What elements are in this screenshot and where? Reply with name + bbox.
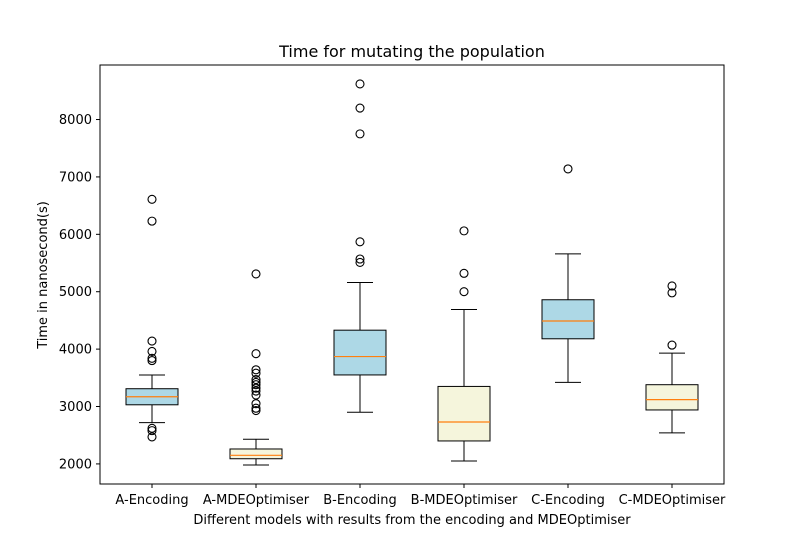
y-tick-label: 6000 <box>59 228 92 243</box>
box-b-mdeoptimiser <box>437 226 491 462</box>
outlier-point <box>147 336 157 346</box>
x-tick-label: A-MDEOptimiser <box>203 493 310 508</box>
outlier-point <box>355 79 365 89</box>
outlier-point <box>355 103 365 113</box>
x-tick-label: C-MDEOptimiser <box>619 493 726 508</box>
outlier-point <box>251 374 261 385</box>
chart-title: Time for mutating the population <box>278 42 545 61</box>
outlier-point <box>667 281 677 291</box>
outlier-point <box>459 287 469 297</box>
y-tick-label: 8000 <box>59 113 92 128</box>
x-tick-label: B-Encoding <box>323 493 397 508</box>
x-tick-label: C-Encoding <box>531 493 605 508</box>
outlier-point <box>251 349 261 359</box>
iqr-box <box>541 299 595 340</box>
outlier-point <box>459 226 469 236</box>
axes-frame <box>99 64 725 485</box>
outlier-point <box>251 399 261 409</box>
outlier-point <box>147 426 157 436</box>
box-c-encoding <box>541 164 595 383</box>
outlier-point <box>667 288 677 298</box>
outlier-point <box>147 346 157 356</box>
outlier-point <box>251 377 261 387</box>
outlier-point <box>251 390 261 400</box>
outlier-point <box>251 380 261 390</box>
x-axis-label: Different models with results from the e… <box>193 513 631 528</box>
x-tick-label: A-Encoding <box>115 493 188 508</box>
y-tick-label: 5000 <box>59 285 92 300</box>
y-tick-label: 3000 <box>59 400 92 415</box>
iqr-box <box>437 385 491 442</box>
outlier-point <box>251 365 261 375</box>
outlier-point <box>251 386 261 396</box>
y-tick-label: 7000 <box>59 170 92 185</box>
outlier-point <box>147 353 157 363</box>
outlier-point <box>355 237 365 247</box>
x-axis: A-Encoding A-MDEOptimiser B-Encoding B-MDEO… <box>115 484 726 508</box>
iqr-box <box>645 384 699 411</box>
outlier-point <box>251 405 261 416</box>
box-a-encoding <box>125 194 179 442</box>
y-tick-label: 2000 <box>59 457 92 472</box>
y-tick-label: 4000 <box>59 343 92 358</box>
outlier-point <box>355 254 365 264</box>
outlier-point <box>667 340 677 350</box>
outlier-point <box>147 356 157 366</box>
outlier-point <box>147 194 157 204</box>
outlier-point <box>147 432 157 442</box>
x-tick-label: B-MDEOptimiser <box>411 493 518 508</box>
box-c-mdeoptimiser <box>645 281 699 434</box>
iqr-box <box>229 448 283 460</box>
y-axis-label: Time in nanosecond(s) <box>36 201 51 350</box>
outlier-point <box>563 164 573 174</box>
outlier-point <box>251 403 261 413</box>
outlier-point <box>251 269 261 279</box>
outlier-point <box>147 423 157 433</box>
outlier-point <box>251 383 261 393</box>
outlier-point <box>355 257 365 267</box>
iqr-box <box>333 329 387 376</box>
y-axis: 2000 3000 4000 5000 6000 7000 8000 <box>59 113 100 472</box>
box-a-mdeoptimiser <box>229 269 283 466</box>
outlier-point <box>251 368 261 378</box>
outlier-point <box>459 268 469 278</box>
box-b-encoding <box>333 79 387 413</box>
outlier-point <box>355 129 365 139</box>
outlier-point <box>147 216 157 226</box>
plot-area <box>125 79 699 466</box>
